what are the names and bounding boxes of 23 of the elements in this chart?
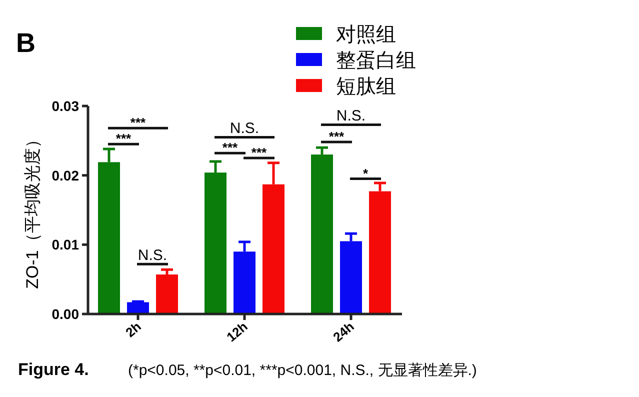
- annotation: ***: [130, 115, 147, 130]
- annotation: N.S.: [230, 120, 260, 138]
- text: (*p<0.05, **p<0.01, ***p<0.001, N.S., 无显著性差异.): [128, 362, 477, 379]
- annotation: *: [362, 166, 369, 181]
- y-axis-title: ZO-1（平均吸光度）: [23, 131, 42, 289]
- y-tick-label: 0.02: [52, 167, 80, 184]
- x-tick-label: 12h: [224, 318, 250, 345]
- chart-title: B: [16, 28, 36, 58]
- x-tick-label: 24h: [330, 318, 357, 345]
- annotation: ***: [328, 129, 346, 144]
- legend-label: 短肽组: [336, 76, 396, 98]
- caption: Figure 4.: [18, 360, 89, 379]
- x-tick-label: 2h: [122, 318, 144, 340]
- y-tick-label: 0.01: [52, 236, 80, 253]
- annotation: N.S.: [138, 247, 168, 264]
- legend-label: 整蛋白组: [336, 50, 416, 72]
- legend-label: 对照组: [336, 24, 396, 46]
- y-tick-label: 0.00: [52, 306, 80, 322]
- annotation: N.S.: [336, 108, 366, 125]
- y-tick-label: 0.03: [52, 98, 80, 114]
- annotation: ***: [116, 131, 132, 146]
- annotation: ***: [251, 145, 268, 160]
- annotation: ***: [222, 140, 239, 156]
